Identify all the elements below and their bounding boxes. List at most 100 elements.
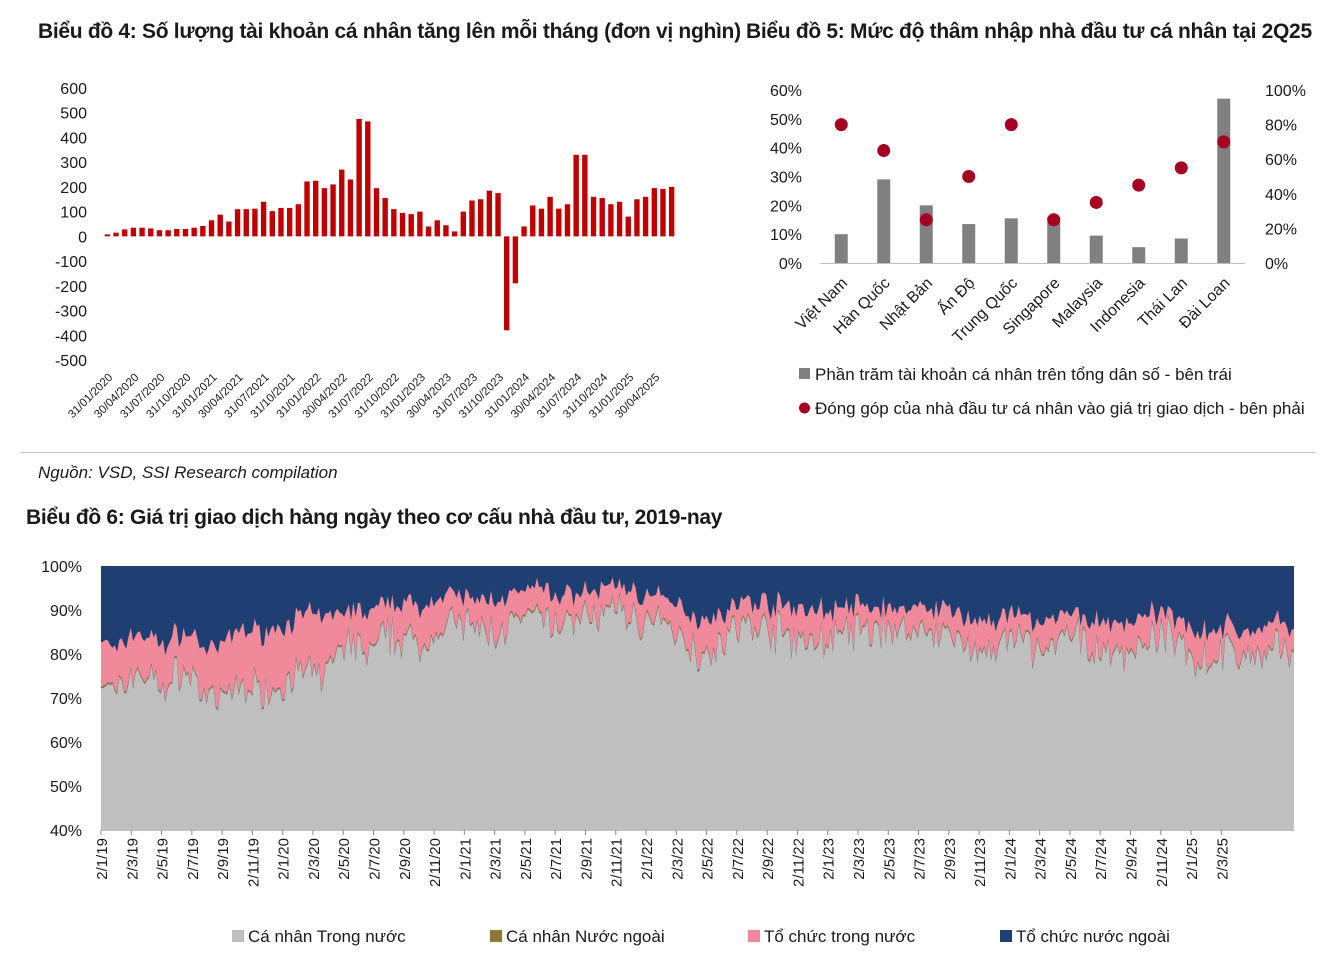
chart4-y-tick-label: 400 — [60, 130, 87, 147]
chart4-bar — [443, 225, 449, 237]
chart4-bar — [252, 208, 258, 237]
chart6-legend-label: Tổ chức nước ngoài — [1016, 927, 1170, 946]
chart4-bar — [330, 184, 336, 237]
chart6-y-tick-label: 100% — [41, 559, 82, 576]
chart4-bar — [590, 196, 597, 237]
chart4-bar — [243, 209, 249, 237]
chart5-dot — [1004, 118, 1018, 132]
chart6-legend-label: Cá nhân Nước ngoài — [506, 927, 665, 946]
chart5-right-tick-label: 0% — [1265, 256, 1288, 273]
chart4-y-tick-label: 300 — [60, 155, 87, 172]
chart6-area-individual-domestic — [101, 594, 1294, 830]
chart4-bar — [191, 227, 197, 237]
chart4-y-tick-label: -100 — [55, 254, 87, 271]
chart5-dot — [1174, 161, 1188, 175]
chart5-bar — [1089, 235, 1103, 263]
chart5-bar — [1047, 216, 1061, 263]
chart5-right-tick-label: 100% — [1265, 83, 1306, 100]
chart4-y-tick-label: -200 — [55, 279, 87, 296]
chart4-bar — [347, 179, 354, 237]
chart6-x-tick-label: 2/7/24 — [1093, 838, 1110, 880]
chart4-bar — [382, 198, 388, 237]
chart5-legend-label: Phần trăm tài khoản cá nhân trên tổng dâ… — [815, 365, 1232, 384]
chart6-y-tick-label: 50% — [50, 779, 82, 796]
chart4-bar — [521, 226, 527, 237]
chart6-legend-label: Cá nhân Trong nước — [248, 927, 406, 946]
chart4-bar — [530, 205, 536, 237]
chart4-bar — [156, 230, 163, 237]
chart6-x-tick-label: 2/1/19 — [94, 838, 111, 880]
chart4-bar — [278, 207, 284, 237]
chart6-x-tick-label: 2/9/20 — [397, 838, 414, 880]
chart4-bar — [130, 227, 137, 237]
chart4-bar — [504, 236, 510, 331]
chart6-legend-swatch — [1000, 930, 1012, 942]
chart6-x-tick-label: 2/9/22 — [760, 838, 777, 880]
chart5-left-tick-label: 30% — [770, 170, 802, 187]
chart5-dot — [962, 170, 976, 183]
chart6-x-tick-label: 2/7/22 — [730, 838, 747, 880]
chart6-x-tick-label: 2/11/22 — [790, 838, 807, 887]
chart4-bar — [286, 207, 293, 237]
chart4-bar — [547, 196, 553, 237]
chart6-x-tick-label: 2/7/21 — [548, 838, 565, 880]
chart5-bar — [1004, 218, 1018, 263]
chart5-bar — [962, 224, 976, 263]
chart6-legend-swatch — [232, 930, 244, 942]
chart6-x-tick-label: 2/7/23 — [912, 838, 929, 880]
chart6-x-tick-label: 2/11/23 — [972, 838, 989, 887]
chart6-x-tick-label: 2/3/24 — [1033, 838, 1050, 880]
chart5-right-tick-label: 40% — [1265, 187, 1297, 204]
chart5-title: Biểu đồ 5: Mức độ thâm nhập nhà đầu tư c… — [746, 20, 1312, 43]
chart4-bar — [434, 220, 440, 237]
chart5-left-tick-label: 20% — [770, 198, 802, 215]
chart5-right-tick-label: 80% — [1265, 118, 1297, 135]
chart4-plot: 6005004003002001000-100-200-300-400-5003… — [55, 81, 675, 421]
chart6-x-tick-label: 2/11/24 — [1154, 838, 1171, 887]
chart4-bar — [512, 236, 519, 284]
chart6-x-tick-label: 2/11/21 — [609, 838, 626, 887]
chart6-x-tick-label: 2/9/21 — [578, 838, 595, 880]
chart4-bar — [269, 211, 275, 237]
chart6-x-tick-label: 2/9/24 — [1123, 838, 1140, 880]
chart4-y-tick-label: 100 — [60, 205, 87, 222]
chart6-x-tick-label: 2/1/25 — [1184, 838, 1201, 880]
chart4-bar — [113, 232, 119, 237]
chart4-bar — [339, 169, 345, 237]
chart4-bar — [217, 214, 223, 237]
chart4-bar — [148, 228, 154, 237]
chart4-bar — [104, 234, 111, 237]
chart6-y-tick-label: 40% — [50, 823, 82, 840]
chart4-y-tick-label: 600 — [60, 81, 87, 98]
chart5-dot — [1089, 195, 1103, 209]
chart5-right-tick-label: 60% — [1265, 152, 1297, 169]
chart6-plot: 100% 90% 80% 70% 60% 50% 40% 2/1/19 2/3/19 2/5/19… — [41, 559, 1294, 946]
chart4-bar — [425, 226, 432, 237]
chart5-dot — [1132, 178, 1146, 192]
chart5-bar — [877, 179, 891, 263]
chart6-y-tick-label: 70% — [50, 691, 82, 708]
chart5-left-tick-label: 0% — [779, 256, 802, 273]
chart6-x-tick-label: 2/1/20 — [276, 838, 293, 880]
chart4-y-tick-label: 200 — [60, 180, 87, 197]
chart6-y-tick-label: 80% — [50, 647, 82, 664]
chart4-bar — [651, 188, 657, 237]
chart4-bar — [582, 154, 588, 237]
chart5-bar — [1217, 98, 1231, 264]
chart5-left-tick-label: 40% — [770, 141, 802, 158]
chart4-bar — [174, 228, 180, 237]
chart4-bar — [208, 220, 215, 237]
chart4-bar — [599, 198, 605, 237]
chart4-bar — [538, 208, 545, 237]
chart4-bar — [608, 204, 614, 237]
chart5-legend-swatch-dot — [799, 402, 810, 414]
chart6-x-tick-label: 2/9/23 — [942, 838, 959, 880]
chart5-dot — [919, 213, 933, 227]
chart5-dot — [877, 144, 891, 158]
chart4-title: Biểu đồ 4: Số lượng tài khoản cá nhân tă… — [38, 20, 741, 43]
chart4-bar — [417, 211, 423, 237]
chart4-y-tick-label: -300 — [55, 304, 87, 321]
chart5-plot: 60%50%40%30%20%10%0%100%80%60%40%20%0%Vi… — [770, 83, 1306, 418]
chart6-x-tick-label: 2/5/21 — [518, 838, 535, 880]
chart6-x-tick-label: 2/11/20 — [427, 838, 444, 887]
